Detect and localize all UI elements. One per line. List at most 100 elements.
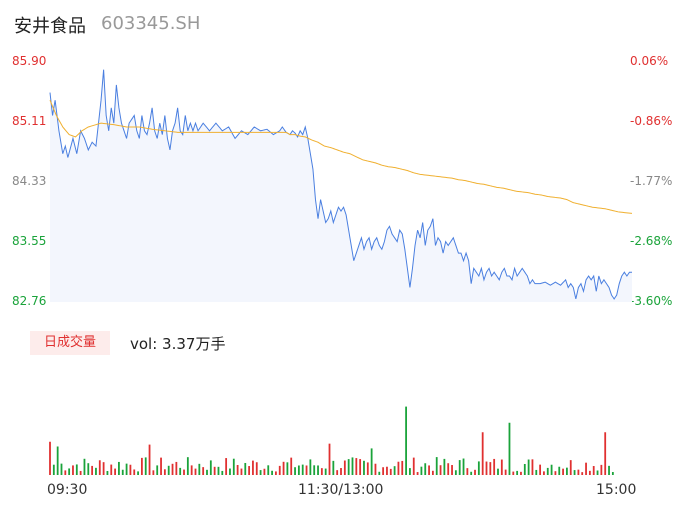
volume-bar [49,441,51,475]
volume-bar [577,469,580,475]
volume-bar [79,470,82,475]
volume-bar [301,464,304,475]
price-layer [49,69,633,302]
volume-bar [566,467,568,475]
volume-bar [244,462,247,475]
volume-bar [320,468,323,475]
volume-bar [278,465,281,475]
volume-bar [317,465,319,475]
volume-bar [431,470,434,475]
volume-bar [91,465,94,475]
volume-bar [428,465,430,475]
volume-bar [271,470,273,475]
volume-bar [125,463,128,475]
volume-bar [462,458,465,475]
volume-bar [133,469,136,475]
volume-readout: vol: 3.37万手 [130,335,226,353]
volume-bar [305,465,308,475]
volume-tab-button[interactable]: 日成交量 [30,331,110,355]
volume-bar [313,465,316,475]
volume-bar [202,467,205,475]
volume-bar [474,469,476,475]
pct-tick-4: -2.68% [630,234,673,248]
volume-bar [454,470,457,475]
stock-name: 安井食品 [14,16,86,37]
volume-bar [596,470,599,475]
volume-bar [520,471,522,475]
volume-bar [206,469,208,475]
volume-bar [275,471,277,475]
volume-bar [267,465,270,475]
volume-bar [160,457,162,475]
volume-bar [550,464,553,475]
volume-bar [481,432,484,475]
volume-bar [543,471,545,475]
volume-bar [382,467,385,475]
volume-bar [374,463,377,475]
volume-bar [144,457,147,475]
volume-bar [286,462,289,475]
volume-bar [523,463,526,475]
price-area-fill [50,69,632,302]
volume-bar [485,461,488,475]
volume-bar [183,469,185,475]
price-tick-2: 85.11 [12,114,47,128]
volume-bar [347,459,350,475]
volume-bar [554,471,557,475]
price-tick-5: 82.76 [12,294,47,308]
volume-bar [209,460,212,475]
volume-bar [585,462,587,475]
volume-bar [198,463,201,475]
volume-bar [366,462,369,475]
volume-bar [102,462,105,475]
volume-bar [359,459,362,475]
volume-bar [351,457,354,475]
volume-bar [531,459,534,475]
volume-bar [569,460,572,475]
pct-tick-2: -0.86% [630,114,673,128]
pct-tick-5: -3.60% [630,294,673,308]
time-tick-open: 09:30 [47,482,88,498]
volume-bar [416,472,419,475]
volume-bar [294,467,296,475]
volume-bar [236,465,239,475]
volume-bar [512,471,515,475]
volume-bar [600,464,603,475]
volume-bar [458,460,461,475]
volume-bar [558,466,561,475]
volume-bar [64,470,67,475]
volume-bar [435,457,438,475]
price-line [49,69,632,300]
volume-bar [500,459,503,475]
volume-bar [194,468,197,475]
volume-bar [451,465,453,475]
volume-bar [608,465,610,475]
volume-bar [588,470,591,475]
time-tick-close: 15:00 [596,482,637,498]
volume-bar [68,468,71,475]
volume-bar [171,463,174,475]
volume-bar [443,458,446,475]
volume-bar [175,461,178,475]
price-tick-4: 83.55 [12,234,47,248]
stock-code: 603345.SH [101,13,201,34]
volume-bar [546,467,549,475]
volume-bar [592,466,595,475]
volume-bar [221,470,224,475]
pct-tick-3: -1.77% [630,174,673,188]
volume-bar [213,466,216,475]
volume-bar [508,422,511,475]
volume-bar [424,463,427,475]
volume-bar [477,461,480,475]
volume-bar [355,458,358,475]
volume-bar [397,461,400,475]
volume-bar [535,469,538,475]
volume-bar [129,464,132,475]
volume-bar [466,468,469,475]
volume-bar [343,460,346,475]
volume-bar [378,471,381,475]
volume-bar [229,468,231,475]
volume-bar [370,448,373,475]
volume-bar [114,468,116,475]
volume-bar [83,458,86,475]
